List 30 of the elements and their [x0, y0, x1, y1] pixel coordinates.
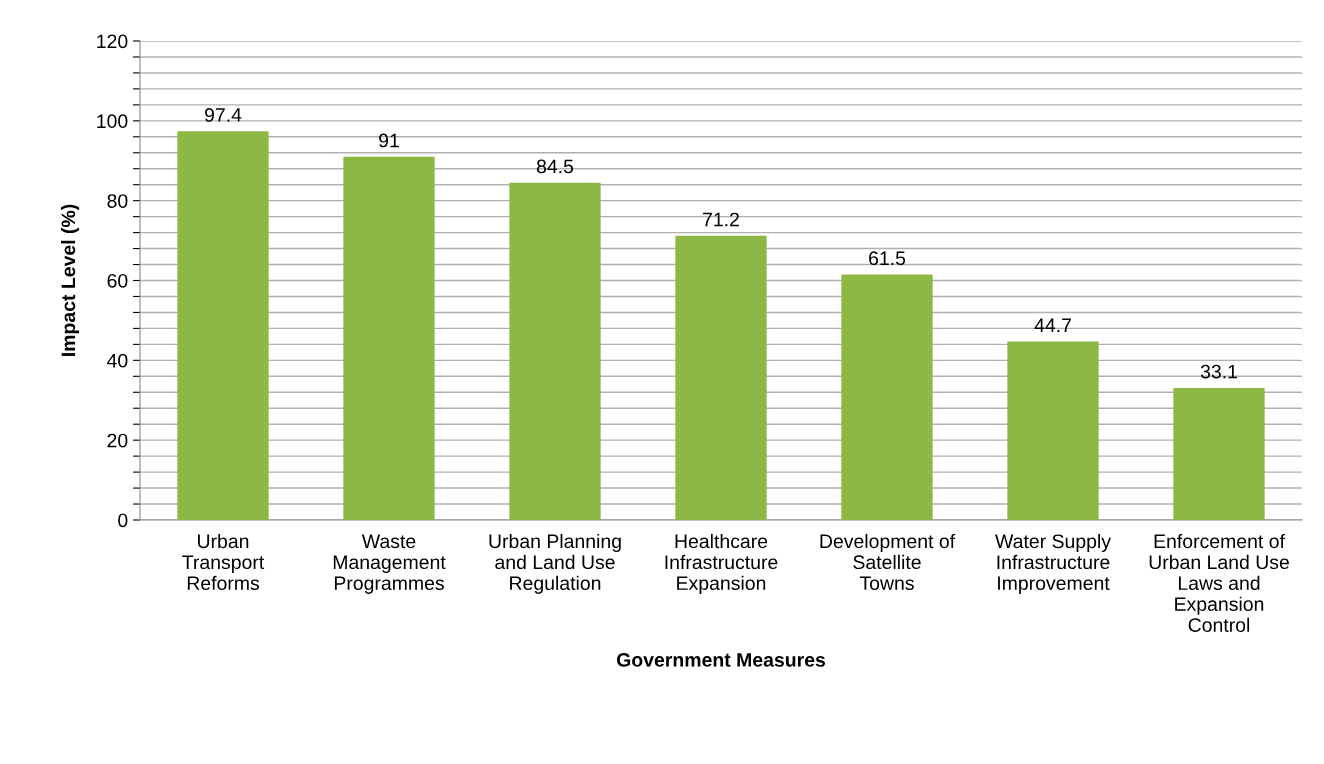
bar [1173, 387, 1265, 520]
y-tick-label: 120 [97, 34, 128, 49]
x-tick-label: Development of Satellite Towns [820, 533, 956, 591]
data-label: 84.5 [536, 159, 574, 174]
bar [343, 156, 435, 520]
y-tick-label: 0 [118, 513, 128, 528]
bar [509, 182, 601, 520]
x-tick-label: Urban Planning and Land Use Regulation [489, 533, 621, 594]
bar [177, 131, 269, 520]
data-label: 61.5 [869, 251, 906, 266]
bar [841, 274, 933, 520]
x-tick-label: Waste Management Programmes [333, 534, 446, 594]
x-axis-title: Government Measures [616, 652, 826, 667]
y-tick-label: 100 [97, 114, 128, 129]
bar [1007, 341, 1099, 520]
x-tick-label: Urban Transport Reforms [182, 533, 265, 591]
data-label: 97.4 [204, 108, 242, 122]
x-tick-label: Water Supply Infrastructure Improvement [995, 533, 1111, 594]
data-label: 71.2 [703, 212, 739, 227]
bar [675, 235, 767, 520]
x-tick-label: Healthcare Infrastructure Expansion [665, 533, 778, 594]
data-label: 44.7 [1034, 318, 1071, 332]
y-tick-label: 60 [107, 273, 128, 288]
y-tick-label: 80 [107, 194, 128, 208]
data-label: 91 [379, 133, 399, 148]
y-tick-label: 20 [107, 433, 128, 448]
y-tick-label: 40 [107, 353, 128, 368]
x-tick-label: Enforcement of Urban Land Use Laws and Expansion Control [1149, 533, 1289, 632]
data-label: 33.1 [1200, 364, 1237, 379]
y-axis-title: Impact Level (%) [60, 204, 80, 356]
